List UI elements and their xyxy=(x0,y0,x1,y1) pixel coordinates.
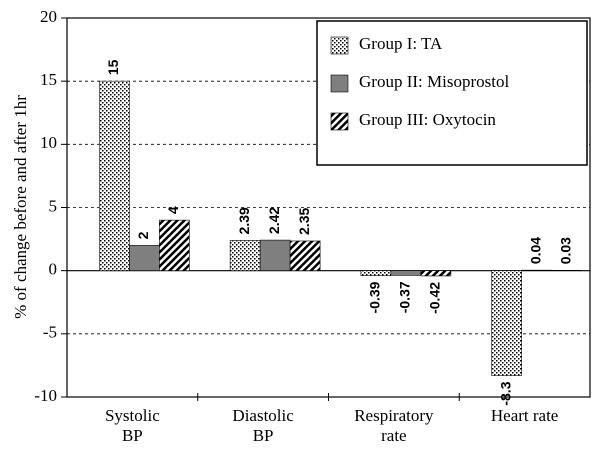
x-tick-label-line: Respiratory xyxy=(354,406,434,425)
value-label: -0.39 xyxy=(367,281,383,313)
x-tick-label-line: Systolic xyxy=(105,406,160,425)
y-tick-label: 10 xyxy=(40,133,57,152)
value-label: -8.3 xyxy=(497,381,513,405)
value-label: 15 xyxy=(105,59,121,75)
bar xyxy=(99,80,130,271)
x-tick-label-line: BP xyxy=(122,426,143,445)
x-tick-label: Diastolic BP xyxy=(232,406,294,445)
x-tick-label: Systolic BP xyxy=(105,406,160,445)
x-tick-label-line: BP xyxy=(253,426,274,445)
bar xyxy=(521,269,552,271)
value-label: -0.37 xyxy=(397,281,413,313)
y-axis-label: % of change before and after 1hr xyxy=(11,95,30,319)
legend-swatch xyxy=(330,74,349,93)
legend-swatch xyxy=(330,36,349,55)
value-label: 4 xyxy=(165,206,181,214)
x-tick-label: Respiratory rate xyxy=(354,406,434,445)
bar xyxy=(390,270,422,276)
bar xyxy=(289,240,321,271)
value-label: 2.42 xyxy=(266,207,282,234)
value-label: 2 xyxy=(135,231,151,239)
value-label: 0.04 xyxy=(527,237,543,264)
x-tick-label-line: rate xyxy=(381,426,406,445)
y-tick-label: -10 xyxy=(34,386,57,405)
x-tick-label-line: Diastolic xyxy=(232,406,294,425)
value-label: -0.42 xyxy=(427,282,443,314)
bar xyxy=(159,219,190,271)
bar xyxy=(229,240,261,271)
value-label: 2.39 xyxy=(236,207,252,234)
x-tick-label: Heart rate xyxy=(491,406,558,425)
value-label: 0.03 xyxy=(557,237,573,264)
y-tick-label: 15 xyxy=(40,70,57,89)
legend-box xyxy=(316,20,588,166)
y-tick-label: 5 xyxy=(49,196,58,215)
legend-label: Group I: TA xyxy=(359,34,443,53)
legend-swatch xyxy=(330,112,349,131)
value-label: 2.35 xyxy=(296,208,312,235)
bar xyxy=(360,270,392,276)
bar xyxy=(129,245,160,271)
bar xyxy=(491,270,522,376)
legend-label: Group II: Misoprostol xyxy=(359,72,509,91)
y-tick-label: 0 xyxy=(49,260,58,279)
bar xyxy=(259,239,291,271)
y-tick-label: 20 xyxy=(40,7,57,26)
legend-label: Group III: Oxytocin xyxy=(359,110,496,129)
bar xyxy=(420,270,452,277)
y-tick-label: -5 xyxy=(43,323,57,342)
x-tick-label-line: Heart rate xyxy=(491,406,558,425)
